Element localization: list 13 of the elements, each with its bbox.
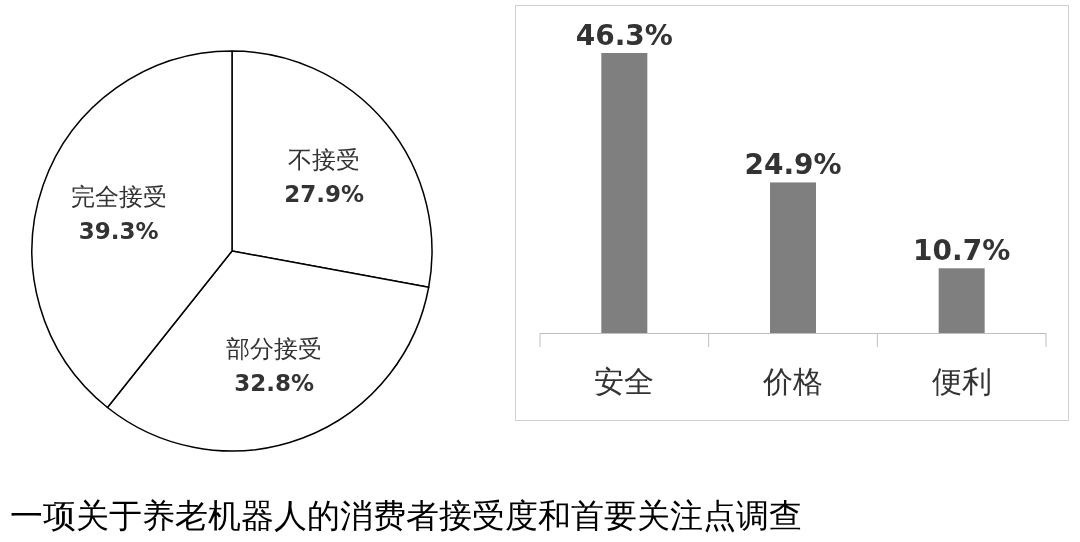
data-label: 39.3% xyxy=(78,218,159,245)
slice-label: 完全接受 xyxy=(70,183,167,212)
x-tick-label: 便利 xyxy=(931,364,992,399)
x-tick-label: 安全 xyxy=(594,364,655,399)
data-label: 10.7% xyxy=(913,234,1011,268)
data-label: 46.3% xyxy=(575,19,673,52)
data-label: 27.9% xyxy=(284,181,365,208)
slice-label: 不接受 xyxy=(288,146,361,175)
x-tick-label: 价格 xyxy=(762,364,823,399)
data-label: 32.8% xyxy=(234,370,314,397)
data-label: 24.9% xyxy=(744,148,842,182)
text: 一项关于养老机器人的消费者接受度和首要关注点调查 xyxy=(10,496,802,535)
slice-label: 部分接受 xyxy=(226,335,323,364)
